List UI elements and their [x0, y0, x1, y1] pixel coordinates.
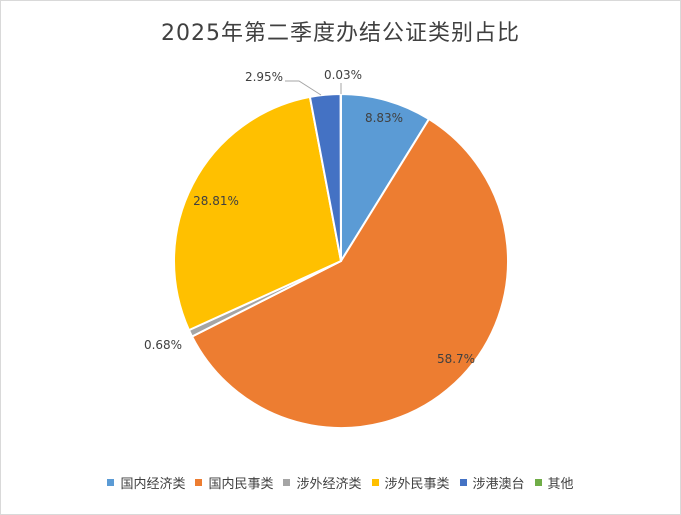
legend-label: 国内民事类 [208, 477, 274, 492]
chart-legend: 国内经济类 国内民事类 涉外经济类 涉外民事类 涉港澳台 其他 [1, 473, 680, 492]
data-label-1: 8.83% [365, 111, 403, 125]
legend-swatch [534, 479, 542, 486]
legend-item-4: 涉外民事类 [371, 473, 450, 492]
leader-line-5 [285, 80, 322, 96]
data-label-4: 28.81% [193, 194, 239, 208]
legend-label: 涉外经济类 [296, 477, 362, 492]
legend-swatch [283, 479, 291, 486]
legend-swatch [371, 479, 379, 486]
chart-title: 2025年第二季度办结公证类别占比 [161, 21, 520, 46]
data-label-6: 0.03% [324, 68, 362, 82]
legend-swatch [107, 479, 115, 486]
data-label-5: 2.95% [245, 70, 283, 84]
legend-item-5: 涉港澳台 [459, 473, 525, 492]
legend-label: 涉外民事类 [384, 477, 450, 492]
data-label-2: 58.7% [437, 352, 475, 366]
legend-item-3: 涉外经济类 [283, 473, 362, 492]
pie-slice-2 [190, 117, 509, 429]
legend-item-6: 其他 [534, 473, 574, 492]
legend-swatch [195, 479, 203, 486]
pie-slice-1 [340, 92, 431, 265]
legend-label: 涉港澳台 [472, 477, 525, 492]
legend-item-2: 国内民事类 [195, 473, 273, 492]
pie-chart: 8.83% 58.7% 0.68% 28.81% 2.95% 0.03% [144, 68, 509, 429]
data-label-3: 0.68% [144, 338, 182, 352]
pie-slice-4 [173, 95, 343, 332]
legend-label: 国内经济类 [120, 477, 186, 492]
legend-label: 其他 [547, 477, 574, 492]
legend-swatch [459, 479, 467, 486]
legend-item-1: 国内经济类 [107, 473, 185, 492]
